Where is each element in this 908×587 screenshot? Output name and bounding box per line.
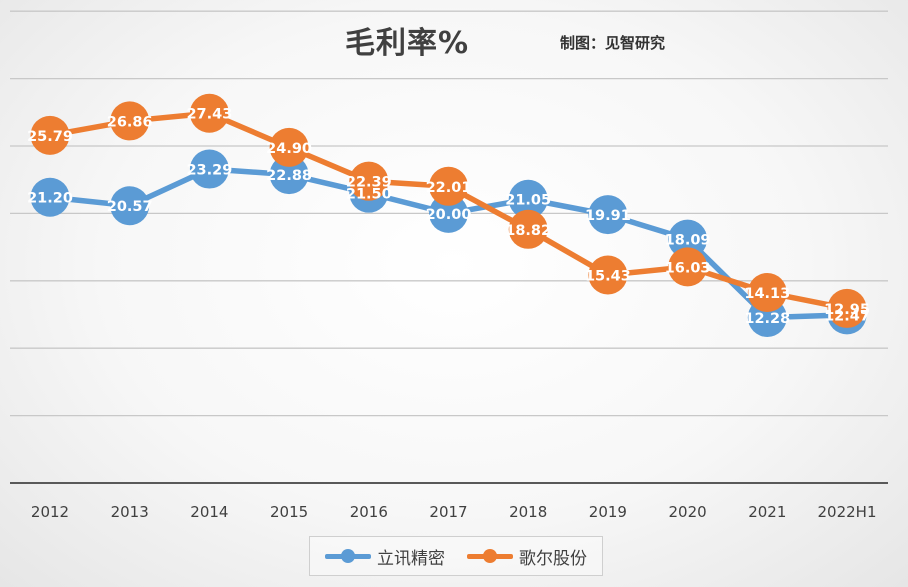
x-tick-label: 2013 — [111, 503, 149, 521]
data-label-a: 21.05 — [505, 193, 551, 209]
data-point-a — [588, 195, 628, 235]
data-label-a: 12.47 — [824, 308, 870, 324]
source-note: 制图：见智研究 — [560, 34, 666, 52]
data-point-a — [30, 177, 70, 217]
legend-item-series-b: 歌尔股份 — [467, 544, 587, 569]
data-point-b — [827, 288, 867, 328]
data-point-b — [508, 209, 548, 249]
data-point-b — [110, 101, 150, 141]
x-tick-label: 2022H1 — [818, 503, 877, 521]
data-label-b: 24.90 — [266, 141, 312, 157]
legend-item-series-a: 立讯精密 — [325, 544, 445, 569]
data-label-a: 20.00 — [426, 207, 472, 223]
data-label-b: 16.03 — [665, 260, 711, 276]
data-label-b: 27.43 — [186, 107, 232, 123]
data-label-a: 19.91 — [585, 208, 631, 224]
data-label-b: 15.43 — [585, 269, 631, 285]
x-tick-label: 2021 — [748, 503, 786, 521]
legend-label-series-a: 立讯精密 — [377, 548, 445, 569]
x-tick-label: 2014 — [190, 503, 228, 521]
x-tick-label: 2017 — [429, 503, 467, 521]
x-tick-label: 2018 — [509, 503, 547, 521]
x-tick-label: 2019 — [589, 503, 627, 521]
legend-marker-series-b — [467, 549, 513, 563]
data-label-b: 25.79 — [27, 129, 73, 145]
chart-title: 毛利率% — [345, 26, 470, 61]
data-label-b: 12.95 — [824, 302, 870, 318]
x-tick-label: 2015 — [270, 503, 308, 521]
data-point-a — [269, 155, 309, 195]
data-label-b: 14.13 — [744, 286, 790, 302]
legend-label-series-b: 歌尔股份 — [519, 548, 587, 569]
data-label-a: 18.09 — [665, 233, 711, 249]
data-point-b — [189, 93, 229, 133]
data-point-b — [30, 115, 70, 155]
data-point-a — [429, 193, 468, 233]
data-label-b: 18.82 — [505, 223, 551, 239]
data-label-a: 12.28 — [744, 311, 790, 327]
data-point-b — [429, 166, 468, 206]
x-tick-label: 2020 — [669, 503, 707, 521]
legend: 立讯精密 歌尔股份 — [309, 536, 603, 576]
data-point-b — [747, 273, 787, 313]
legend-marker-series-a — [325, 549, 371, 563]
data-label-b: 22.01 — [426, 180, 472, 196]
data-point-a — [110, 186, 150, 226]
x-tick-label: 2012 — [31, 503, 69, 521]
data-point-a — [189, 149, 229, 189]
data-point-a — [508, 179, 548, 219]
data-label-a: 23.29 — [186, 163, 232, 179]
data-point-b — [269, 127, 309, 167]
data-label-a: 21.50 — [346, 187, 392, 203]
data-point-a — [668, 219, 708, 259]
x-tick-label: 2016 — [350, 503, 388, 521]
data-label-a: 21.20 — [27, 191, 73, 207]
data-point-b — [349, 161, 389, 201]
data-label-b: 26.86 — [107, 114, 153, 130]
data-point-b — [588, 255, 628, 295]
data-label-a: 20.57 — [107, 199, 153, 215]
data-point-b — [668, 247, 708, 287]
data-label-a: 22.88 — [266, 168, 312, 184]
data-label-b: 22.39 — [346, 175, 392, 191]
